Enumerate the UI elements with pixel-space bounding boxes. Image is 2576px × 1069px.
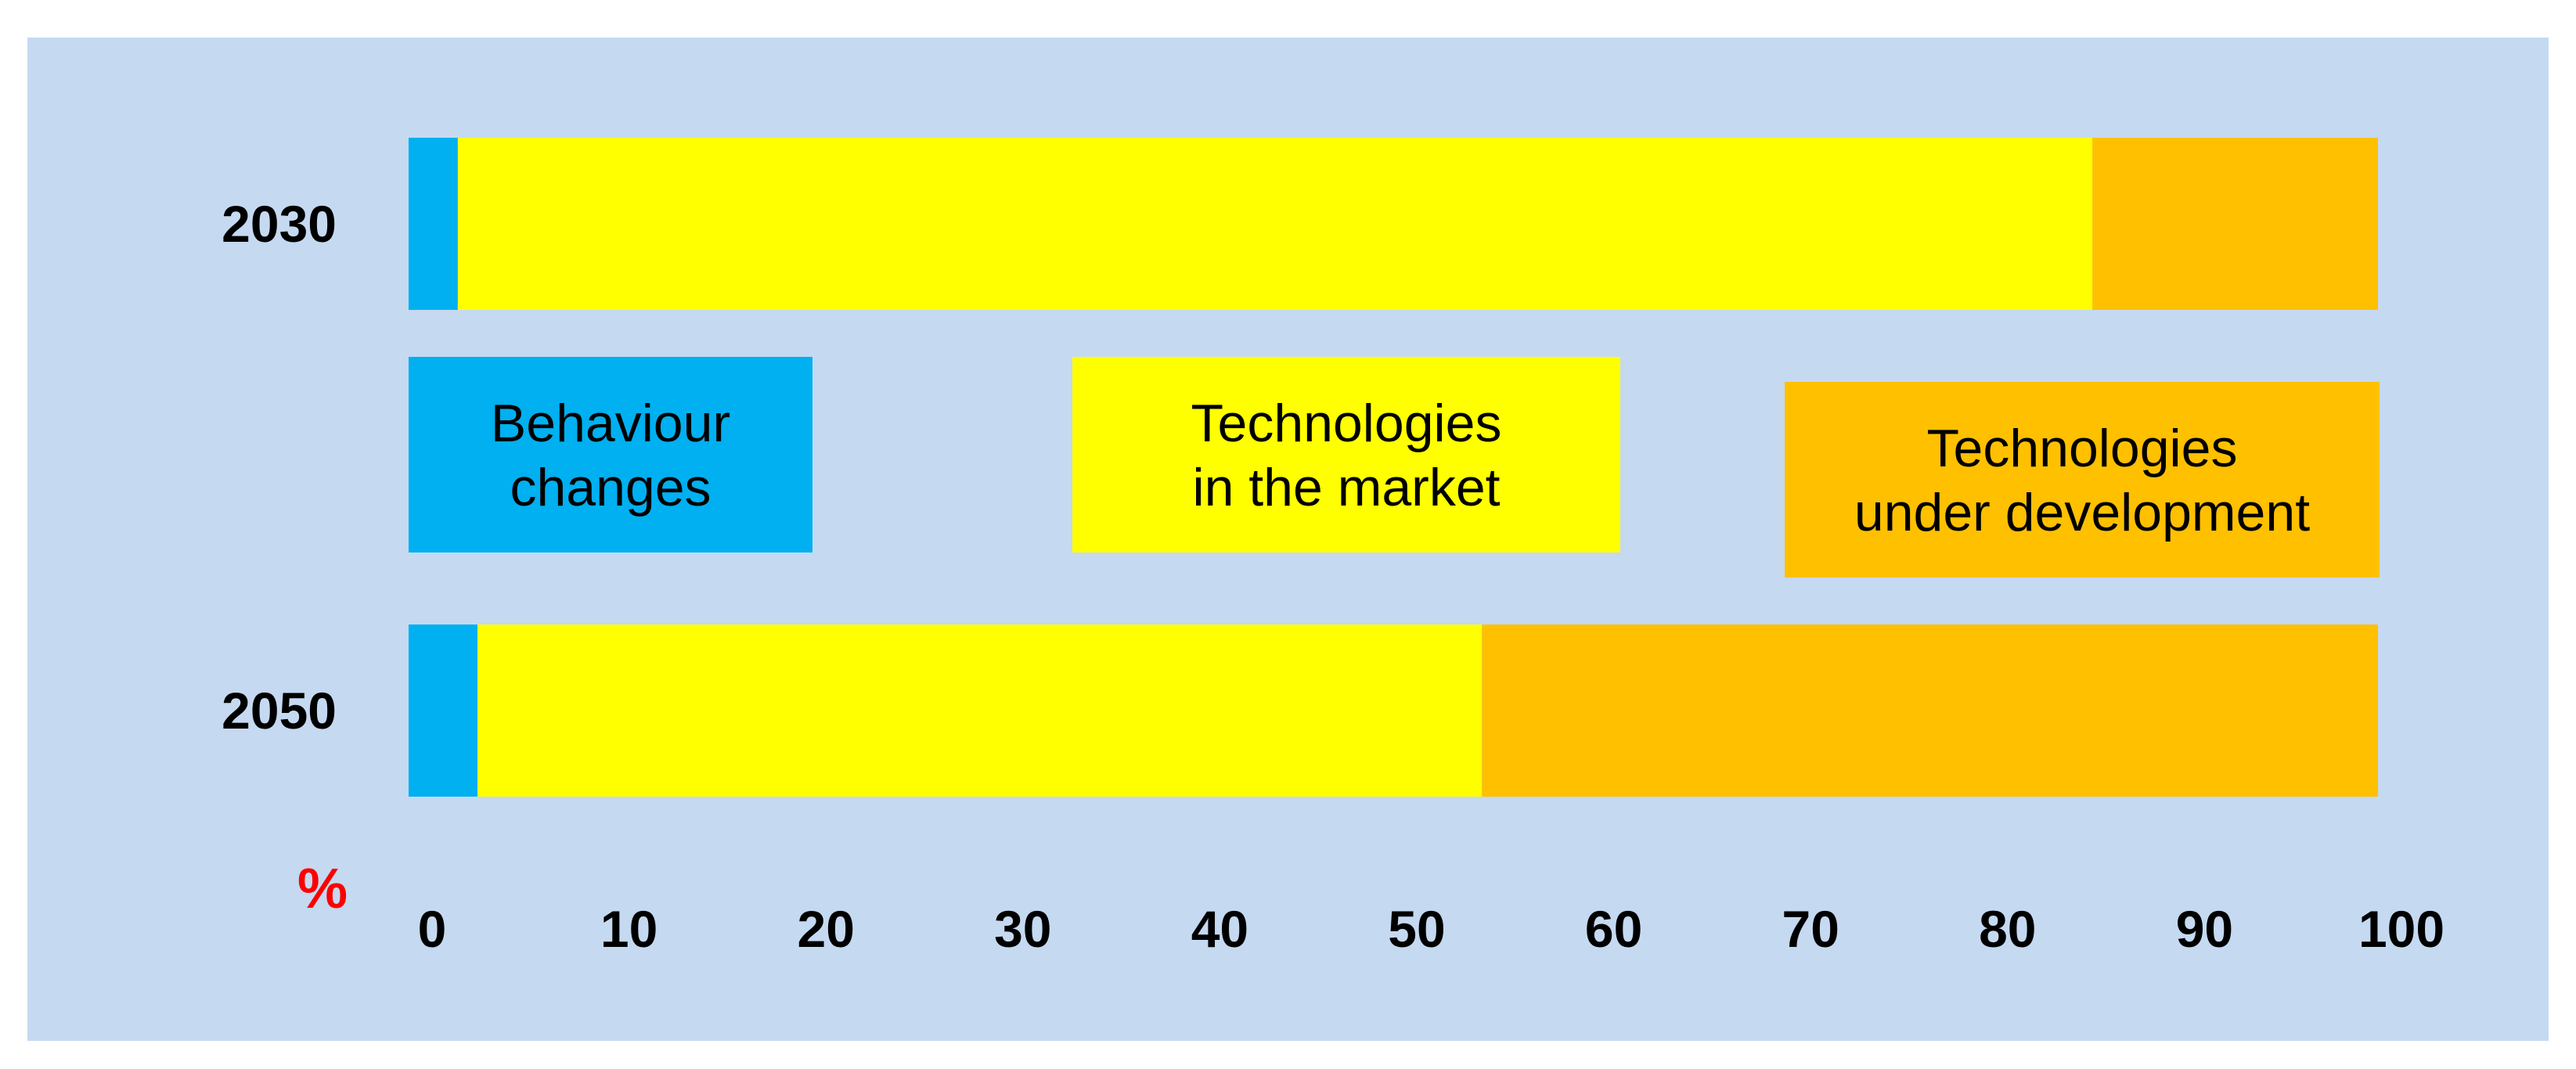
- bar-segment-2030-1: [409, 138, 458, 310]
- legend-text-2-line-1: Technologies: [1191, 394, 1502, 453]
- legend-text-2-line-2: in the market: [1192, 458, 1500, 517]
- category-label-2050: 2050: [222, 682, 337, 740]
- x-tick-label-90: 90: [2176, 900, 2233, 958]
- legend-text-1-line-2: changes: [510, 458, 711, 517]
- x-tick-label-40: 40: [1191, 900, 1248, 958]
- category-label-2030: 2030: [222, 195, 337, 253]
- bar-segment-2030-3: [2092, 138, 2378, 310]
- legend-text-3-line-2: under development: [1854, 483, 2310, 542]
- legend-text-1-line-1: Behaviour: [491, 394, 730, 453]
- bar-segment-2050-2: [477, 624, 1483, 797]
- legend-box-3: [1785, 382, 2380, 578]
- bar-segment-2050-3: [1482, 624, 2378, 797]
- x-tick-label-0: 0: [418, 900, 447, 958]
- x-tick-label-10: 10: [600, 900, 658, 958]
- x-tick-label-80: 80: [1979, 900, 2036, 958]
- bar-segment-2030-2: [457, 138, 2093, 310]
- x-tick-label-100: 100: [2358, 900, 2444, 958]
- legend-box-1: [409, 357, 812, 552]
- x-tick-label-30: 30: [994, 900, 1051, 958]
- x-tick-label-20: 20: [797, 900, 854, 958]
- x-unit-label: %: [297, 858, 348, 920]
- legend-box-2: [1072, 357, 1620, 552]
- bars-layer: [409, 138, 2378, 797]
- x-tick-label-70: 70: [1782, 900, 1839, 958]
- x-tick-label-60: 60: [1585, 900, 1642, 958]
- bar-segment-2050-1: [409, 624, 478, 797]
- legend-text-3-line-1: Technologies: [1927, 419, 2238, 478]
- x-tick-label-50: 50: [1388, 900, 1445, 958]
